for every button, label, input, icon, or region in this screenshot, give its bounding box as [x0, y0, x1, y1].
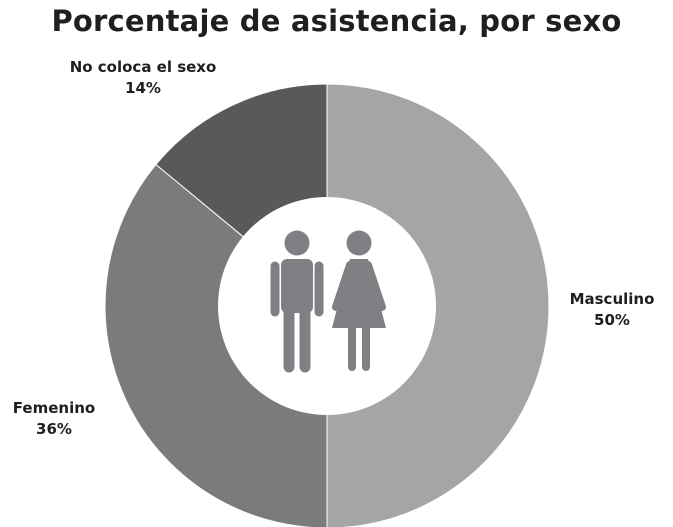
- slice-label-name: No coloca el sexo: [69, 58, 217, 76]
- slice-label-masculino: Masculino 50%: [552, 289, 672, 331]
- slice-label-percent: 14%: [125, 79, 161, 97]
- man-head-icon: [284, 230, 310, 256]
- woman-left-arm-icon: [332, 261, 354, 311]
- slices-group: [104, 83, 550, 527]
- chart-title: Porcentaje de asistencia, por sexo: [51, 4, 622, 38]
- slice-label-percent: 50%: [594, 311, 630, 329]
- donut-hole: [218, 197, 436, 415]
- pie-slice-masculino: [326, 83, 550, 527]
- slice-label-percent: 36%: [36, 420, 72, 438]
- pie-slice-femenino: [104, 163, 328, 527]
- woman-right-arm-icon: [364, 261, 386, 311]
- man-woman-icon: [270, 230, 386, 373]
- slice-label-no-coloca: No coloca el sexo 14%: [58, 57, 228, 99]
- slice-label-femenino: Femenino 36%: [0, 398, 108, 440]
- slice-label-name: Femenino: [12, 399, 96, 417]
- woman-head-icon: [346, 230, 372, 256]
- slice-label-name: Masculino: [569, 290, 655, 308]
